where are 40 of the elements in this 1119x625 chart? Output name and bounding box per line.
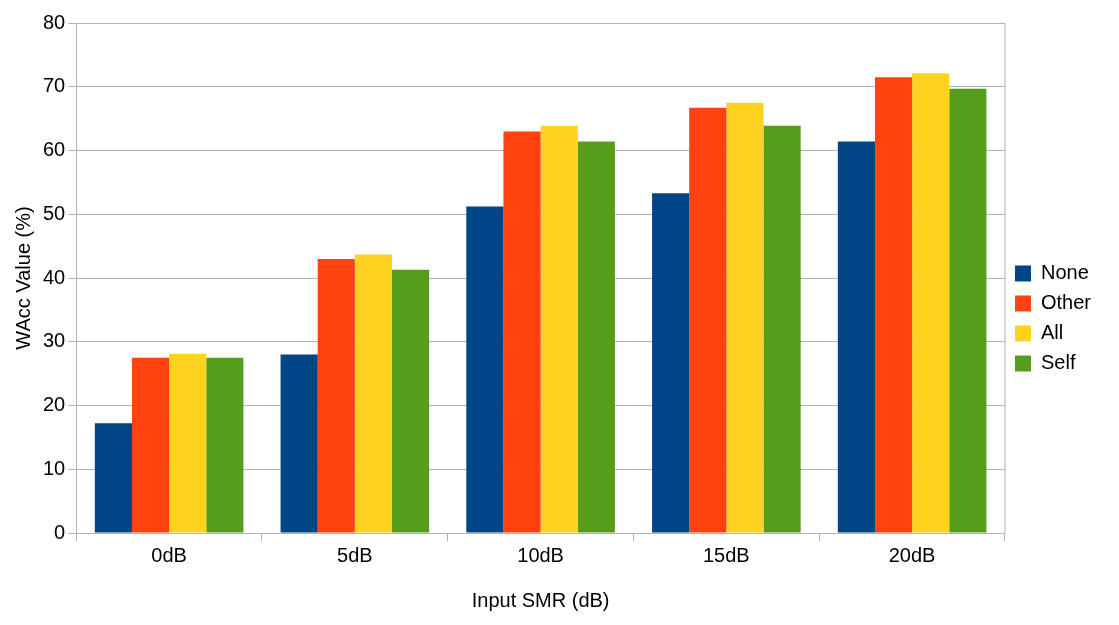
bar: [392, 269, 430, 533]
y-tick-label: 0: [54, 520, 66, 543]
y-tick-label: 40: [43, 265, 66, 288]
legend-label: All: [1040, 321, 1064, 344]
bar: [280, 354, 318, 533]
bar: [874, 77, 913, 533]
x-tick-label: 20dB: [888, 543, 936, 566]
legend-label: Other: [1040, 291, 1092, 314]
bar: [94, 423, 132, 533]
bar: [949, 88, 987, 533]
y-tick-label: 60: [43, 138, 66, 161]
bar: [466, 206, 504, 533]
bar: [317, 258, 355, 533]
y-tick-label: 10: [43, 456, 66, 479]
bar: [912, 73, 950, 533]
bar: [577, 141, 615, 533]
bar: [206, 357, 244, 533]
y-tick-label: 20: [43, 393, 66, 416]
x-tick-label: 0dB: [151, 543, 187, 566]
bar: [763, 125, 801, 533]
legend-label: Self: [1040, 351, 1076, 374]
bar: [837, 141, 875, 533]
bar: [131, 357, 170, 533]
y-tick-label: 50: [43, 201, 66, 224]
y-tick-label: 70: [43, 74, 66, 97]
y-tick-label: 30: [43, 329, 66, 352]
bar: [652, 193, 690, 533]
y-axis-title: WAcc Value (%): [11, 206, 34, 350]
x-axis-title: Input SMR (dB): [471, 588, 610, 611]
legend-label: None: [1040, 261, 1089, 284]
bar: [540, 125, 578, 533]
bar: [726, 102, 764, 533]
x-tick-label: 5dB: [337, 543, 373, 566]
x-tick-label: 10dB: [517, 543, 564, 566]
y-tick-label: 80: [43, 10, 66, 33]
bar: [169, 353, 207, 533]
bar: [503, 131, 541, 533]
bar: [689, 107, 727, 533]
bar: [354, 254, 393, 533]
x-tick-label: 15dB: [703, 543, 750, 566]
